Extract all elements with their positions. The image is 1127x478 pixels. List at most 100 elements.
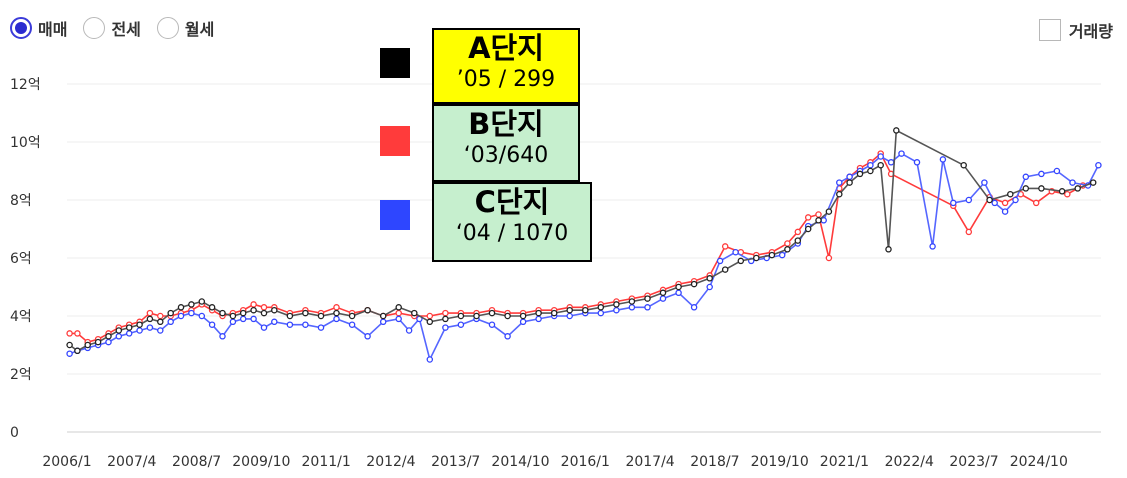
data-point <box>893 127 900 134</box>
data-point <box>981 179 988 186</box>
data-point <box>825 208 833 215</box>
radio-unchecked-icon[interactable] <box>156 17 179 39</box>
x-tick-label: 2009/10 <box>232 454 290 470</box>
data-point <box>690 280 698 288</box>
data-point <box>271 306 278 314</box>
data-point <box>836 190 843 198</box>
data-point <box>737 257 745 265</box>
x-tick-label: 2008/7 <box>172 454 221 470</box>
data-point <box>794 228 802 236</box>
legend-swatch-c <box>380 200 410 230</box>
data-point <box>250 315 257 323</box>
radio-unchecked-icon[interactable] <box>83 17 106 39</box>
x-tick-label: 2022/4 <box>885 454 934 470</box>
y-tick-label: 2억 <box>10 367 32 383</box>
x-tick-label: 2019/10 <box>751 454 809 470</box>
data-point <box>721 266 729 273</box>
x-tick-label: 2013/7 <box>431 454 480 470</box>
data-point <box>535 315 542 323</box>
data-point <box>1032 199 1040 207</box>
data-point <box>659 289 667 297</box>
legend-name-b: B단지 <box>468 107 544 141</box>
data-point <box>317 312 325 320</box>
radio-label-monthly-rent: 월세 <box>184 20 215 39</box>
x-tick-label: 2021/1 <box>820 454 869 470</box>
data-point <box>1064 190 1071 198</box>
data-point <box>66 350 73 357</box>
data-point <box>302 321 309 328</box>
data-point <box>229 312 237 320</box>
data-point <box>219 333 226 340</box>
data-point <box>395 315 402 323</box>
data-point <box>846 179 853 186</box>
data-point <box>411 309 418 317</box>
data-point <box>825 254 833 262</box>
data-point <box>115 327 123 334</box>
data-point <box>84 341 91 349</box>
data-point <box>198 312 206 320</box>
data-point <box>613 306 620 314</box>
data-point <box>1074 185 1081 192</box>
data-point <box>1038 185 1045 192</box>
data-point <box>115 333 123 340</box>
y-tick-label: 10억 <box>10 135 41 151</box>
data-point <box>1007 190 1014 198</box>
data-point <box>136 321 143 328</box>
legend-swatch-b <box>380 126 410 156</box>
data-point <box>716 257 724 265</box>
data-point <box>426 356 434 363</box>
data-point <box>157 327 164 334</box>
data-point <box>991 199 998 207</box>
data-point <box>659 295 667 302</box>
data-point <box>644 295 651 302</box>
data-point <box>1022 173 1030 181</box>
trade-volume-toggle[interactable]: 거래량 <box>1038 18 1113 42</box>
data-point <box>364 333 371 340</box>
data-point <box>177 304 185 311</box>
legend-box-a: A단지 ’05 / 299 <box>432 28 580 104</box>
y-tick-label: 0 <box>10 425 19 441</box>
legend-box-c: C단지 ‘04 / 1070 <box>432 182 592 262</box>
data-point <box>706 275 713 282</box>
legend-sub-c: ‘04 / 1070 <box>455 221 569 246</box>
data-point <box>364 306 371 314</box>
y-tick-label: 12억 <box>10 77 41 93</box>
data-point <box>960 161 967 169</box>
data-point <box>260 304 268 311</box>
data-point <box>426 312 434 320</box>
data-point <box>582 306 589 314</box>
radio-trade-jeonse[interactable]: 전세 <box>83 16 141 40</box>
data-point <box>250 306 257 314</box>
legend-sub-b: ‘03/640 <box>463 143 549 168</box>
data-point <box>535 309 542 317</box>
data-point <box>856 170 864 178</box>
data-point <box>778 251 786 259</box>
legend-swatch-a <box>380 48 410 78</box>
data-point <box>302 309 309 317</box>
data-point <box>846 173 853 181</box>
radio-checked-icon[interactable] <box>10 17 32 39</box>
data-point <box>784 246 791 253</box>
data-point <box>950 199 957 207</box>
data-point <box>753 254 760 262</box>
data-point <box>550 309 558 317</box>
radio-trade-monthly-rent[interactable]: 월세 <box>156 16 215 40</box>
radio-label-jeonse: 전세 <box>111 20 141 39</box>
data-point <box>208 304 216 311</box>
x-tick-label: 2018/7 <box>690 454 739 470</box>
data-point <box>877 153 884 160</box>
data-point <box>877 161 884 169</box>
data-point <box>867 161 874 169</box>
checkbox-unchecked-icon[interactable] <box>1038 19 1061 41</box>
data-point <box>1053 167 1061 175</box>
data-point <box>675 289 682 297</box>
radio-trade-sale[interactable]: 매매 <box>10 16 67 40</box>
data-point <box>239 309 247 317</box>
data-point <box>706 283 713 291</box>
legend-sub-a: ’05 / 299 <box>456 67 556 92</box>
radio-label-sale: 매매 <box>38 20 68 39</box>
data-point <box>784 240 791 247</box>
data-point <box>146 324 154 331</box>
x-tick-label: 2016/1 <box>561 454 610 470</box>
data-point <box>1038 170 1045 178</box>
